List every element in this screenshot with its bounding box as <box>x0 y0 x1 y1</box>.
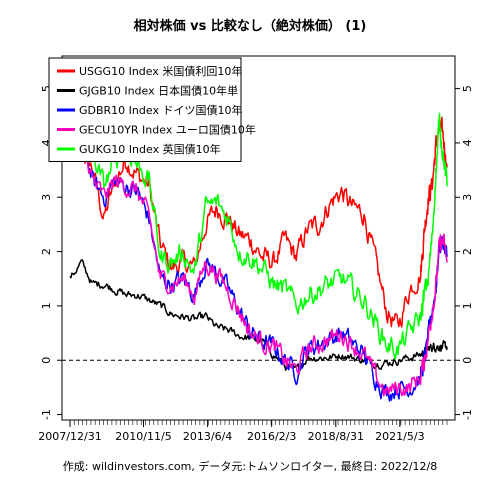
y-tick-label-left: 5 <box>40 85 53 92</box>
legend: USGG10 Index 米国債利回10年 GJGB10 Index 日本国債10… <box>48 57 256 162</box>
y-axis-right: -1 0 1 2 3 4 5 <box>455 85 474 420</box>
series-line-1 <box>69 114 448 328</box>
legend-entry-5: GUKG10 Index 英国債10年 <box>79 142 221 156</box>
y-tick-label-left: 1 <box>40 302 53 309</box>
y-tick-label-left: 4 <box>40 139 53 146</box>
y-tick-label-left: -1 <box>40 409 53 420</box>
y-tick-label-right: 2 <box>461 248 474 255</box>
legend-entry-2: GJGB10 Index 日本国債10年単 <box>79 84 238 98</box>
x-tick-label: 2010/11/5 <box>115 430 171 443</box>
legend-entry-4: GECU10YR Index ユーロ国債10年 <box>79 123 256 137</box>
y-tick-label-right: 0 <box>461 357 474 364</box>
legend-entry-3: GDBR10 Index ドイツ国債10年 <box>79 103 242 117</box>
x-tick-label: 2013/6/4 <box>183 430 232 443</box>
y-tick-label-right: 4 <box>461 139 474 146</box>
x-tick-label: 2016/2/3 <box>247 430 296 443</box>
x-tick-label: 2021/5/3 <box>375 430 424 443</box>
source-caption: 作成: wildinvestors.com, データ元:トムソンロイター, 最終… <box>63 459 437 473</box>
y-tick-label-right: 3 <box>461 194 474 201</box>
x-tick-label: 2007/12/31 <box>38 430 101 443</box>
y-tick-label-left: 2 <box>40 248 53 255</box>
series-line-5 <box>69 102 448 361</box>
x-tick-label: 2018/8/31 <box>308 430 364 443</box>
chart-title: 相対株価 vs 比較なし（絶対株価） (1) <box>134 18 367 34</box>
x-axis: 2007/12/31 2010/11/5 2013/6/4 2016/2/3 2018/… <box>38 420 448 443</box>
y-tick-label-right: -1 <box>461 409 474 420</box>
legend-box <box>48 57 242 162</box>
y-tick-label-right: 1 <box>461 302 474 309</box>
y-tick-label-right: 5 <box>461 85 474 92</box>
series-line-4 <box>69 124 448 397</box>
y-tick-label-left: 0 <box>40 357 53 364</box>
legend-entry-1: USGG10 Index 米国債利回10年 <box>79 64 242 78</box>
y-tick-label-left: 3 <box>40 194 53 201</box>
series-line-2 <box>69 259 448 371</box>
plot-lines <box>62 102 455 402</box>
